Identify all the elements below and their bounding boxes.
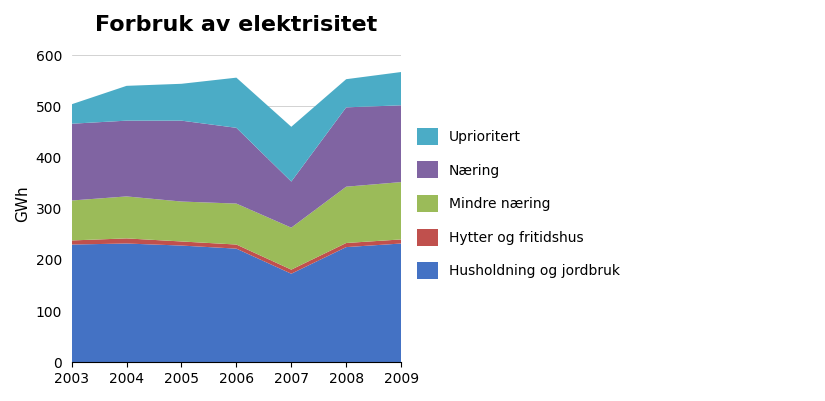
Y-axis label: GWh: GWh [15,185,30,222]
Title: Forbruk av elektrisitet: Forbruk av elektrisitet [95,15,378,35]
Legend: Uprioritert, Næring, Mindre næring, Hytter og fritidshus, Husholdning og jordbru: Uprioritert, Næring, Mindre næring, Hytt… [412,122,625,285]
